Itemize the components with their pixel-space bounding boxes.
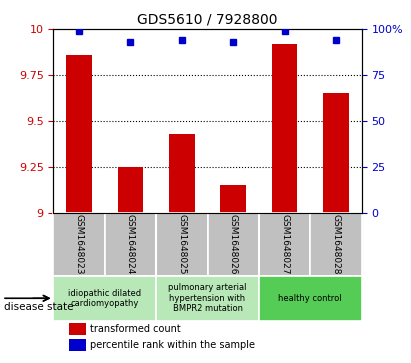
Title: GDS5610 / 7928800: GDS5610 / 7928800 (137, 12, 278, 26)
Text: GSM1648025: GSM1648025 (178, 214, 186, 275)
FancyBboxPatch shape (53, 213, 105, 276)
Text: healthy control: healthy control (279, 294, 342, 303)
Text: GSM1648027: GSM1648027 (280, 214, 289, 275)
FancyBboxPatch shape (156, 276, 259, 321)
Text: idiopathic dilated
cardiomyopathy: idiopathic dilated cardiomyopathy (68, 289, 141, 308)
Text: GSM1648024: GSM1648024 (126, 214, 135, 274)
FancyBboxPatch shape (310, 213, 362, 276)
Bar (272, 44, 298, 213)
Text: percentile rank within the sample: percentile rank within the sample (90, 339, 255, 350)
FancyBboxPatch shape (208, 213, 259, 276)
Text: GSM1648026: GSM1648026 (229, 214, 238, 275)
Bar (66, 55, 92, 213)
Text: GSM1648028: GSM1648028 (332, 214, 340, 275)
Bar (118, 167, 143, 213)
Bar (323, 93, 349, 213)
Text: transformed count: transformed count (90, 324, 181, 334)
Text: pulmonary arterial
hypertension with
BMPR2 mutation: pulmonary arterial hypertension with BMP… (169, 284, 247, 313)
FancyBboxPatch shape (53, 276, 156, 321)
Bar (69, 339, 86, 351)
Bar (169, 134, 195, 213)
FancyBboxPatch shape (259, 213, 310, 276)
Bar (220, 185, 246, 213)
FancyBboxPatch shape (105, 213, 156, 276)
Bar (69, 323, 86, 335)
FancyBboxPatch shape (259, 276, 362, 321)
FancyBboxPatch shape (156, 213, 208, 276)
Text: disease state: disease state (4, 302, 74, 312)
Text: GSM1648023: GSM1648023 (75, 214, 83, 275)
